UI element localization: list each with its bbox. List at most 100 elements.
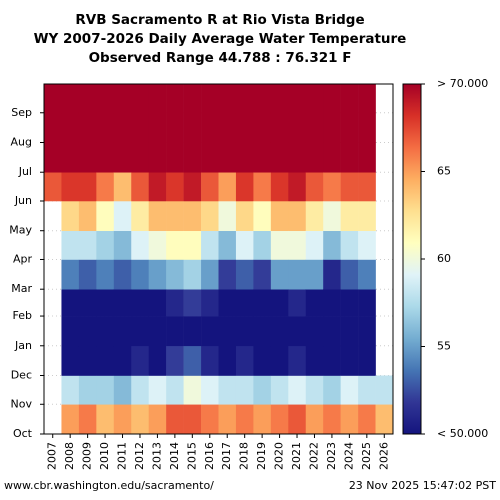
heat-cell [96,289,115,317]
heat-cell [113,112,132,143]
heat-cell [305,345,324,376]
y-tick-label: Jun [14,194,32,207]
heat-cell [166,112,184,143]
heat-cell [288,259,307,290]
heat-cell [218,404,237,435]
heat-cell [166,259,184,290]
x-tick-label: 2010 [98,442,111,470]
heat-cell [201,259,219,290]
y-tick-label: May [9,224,32,237]
heat-cell [166,84,184,114]
heat-cell [358,84,376,114]
heat-cell [253,289,272,317]
heat-cell [235,316,254,347]
heat-cell [61,230,80,260]
heat-cell [253,142,272,173]
heat-cell [358,404,376,435]
colorbar [402,83,422,435]
colorbar-label: > 70.000 [437,77,488,90]
heat-cell [166,316,184,347]
heat-cell [323,375,341,405]
heat-cell [340,316,359,347]
heat-cell [166,404,184,435]
heat-cell [61,200,80,232]
heat-cell [270,289,289,317]
heat-cell [183,172,202,202]
heat-cell [218,375,237,405]
chart-subtitle: Observed Range 44.788 : 76.321 F [89,50,352,66]
heat-cell [218,200,237,232]
heat-cell [78,316,97,347]
heat-cell [78,230,97,260]
heat-cell [201,142,219,173]
heat-cell [340,259,359,290]
heat-cell [218,172,237,202]
heat-cell [201,345,219,376]
heat-cell [201,84,219,114]
heat-cell [78,112,97,143]
heat-cell [270,375,289,405]
heat-cell [305,142,324,173]
heat-cell [148,316,167,347]
heat-cell [44,172,62,202]
heat-cell [288,375,307,405]
y-tick-label: Dec [11,369,32,382]
heat-cell [78,200,97,232]
heat-cell [253,112,272,143]
heat-cell [148,259,167,290]
heat-cell [340,345,359,376]
heat-cell [323,172,341,202]
heat-cell [270,142,289,173]
heat-cell [270,112,289,143]
heat-cell [235,404,254,435]
y-tick-label: Aug [11,135,32,148]
heat-cell [113,200,132,232]
heat-cell [148,84,167,114]
heat-cell [61,142,80,173]
heat-cell [61,345,80,376]
heat-cell [358,142,376,173]
heat-cell [131,316,149,347]
heat-cell [270,84,289,114]
heat-cell [201,404,219,435]
x-tick-label: 2011 [116,442,129,470]
heat-cell [253,84,272,114]
x-tick-label: 2013 [150,442,163,470]
heat-cell [253,375,272,405]
heat-cell [288,230,307,260]
heat-cell [235,172,254,202]
x-tick-label: 2021 [290,442,303,470]
heat-cell [270,200,289,232]
heat-cell [305,259,324,290]
heat-cell [340,172,359,202]
heat-cell [218,289,237,317]
heat-cell [148,112,167,143]
heat-cell [61,289,80,317]
heat-cell [375,404,394,435]
heat-cell [148,142,167,173]
y-tick-label: Sep [11,106,32,119]
heat-cell [358,259,376,290]
x-tick-label: 2023 [325,442,338,470]
heat-cell [201,112,219,143]
heat-cell [305,316,324,347]
heat-cell [131,345,149,376]
heat-cell [235,200,254,232]
heat-cell [358,172,376,202]
heat-cell [270,404,289,435]
heat-cell [358,345,376,376]
colorbar-label: 65 [437,165,451,178]
heat-cell [96,230,115,260]
heat-cell [201,230,219,260]
heat-cell [113,345,132,376]
x-tick-label: 2024 [342,442,355,470]
heat-cell [183,289,202,317]
heat-cell [131,375,149,405]
heat-cell [340,200,359,232]
heat-cell [288,200,307,232]
heat-cell [235,259,254,290]
heat-cell [113,404,132,435]
heat-cell [96,172,115,202]
heat-cell [288,316,307,347]
